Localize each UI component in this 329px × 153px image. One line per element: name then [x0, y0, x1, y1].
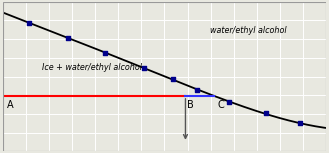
Point [26, 22, 32, 24]
Text: Ice + water/ethyl alcohol: Ice + water/ethyl alcohol [42, 63, 142, 72]
Point [297, 122, 303, 125]
Text: water/ethyl alcohol: water/ethyl alcohol [210, 26, 286, 35]
Point [102, 52, 108, 54]
Point [170, 78, 175, 80]
Point [226, 101, 232, 103]
Point [194, 88, 199, 91]
Text: B: B [187, 100, 194, 110]
Text: C: C [217, 100, 224, 110]
Text: A: A [7, 100, 13, 110]
Point [65, 37, 70, 39]
Point [141, 67, 146, 69]
Point [264, 112, 269, 115]
